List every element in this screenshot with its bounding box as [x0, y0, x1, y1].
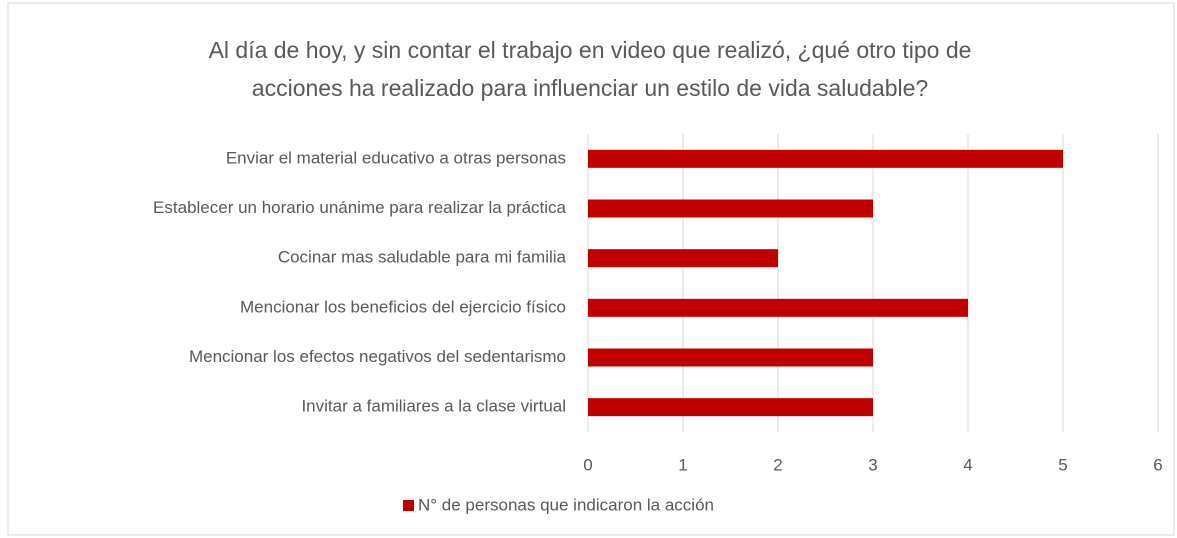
bar — [588, 149, 1063, 168]
legend-label: N° de personas que indicaron la acción — [418, 495, 714, 514]
bar — [588, 398, 873, 417]
x-tick-label: 3 — [868, 455, 877, 474]
y-tick-label: Mencionar los beneficios del ejercicio f… — [240, 297, 566, 316]
x-tick-label: 1 — [678, 455, 687, 474]
x-tick-label: 4 — [963, 455, 972, 474]
bar — [588, 298, 968, 317]
y-tick-label: Enviar el material educativo a otras per… — [226, 148, 566, 167]
x-tick-label: 6 — [1153, 455, 1162, 474]
y-tick-label: Cocinar mas saludable para mi familia — [278, 248, 567, 267]
chart-title: acciones ha realizado para influenciar u… — [252, 75, 928, 101]
x-tick-label: 5 — [1058, 455, 1067, 474]
x-tick-label: 2 — [773, 455, 782, 474]
bar — [588, 348, 873, 367]
bar — [588, 249, 778, 268]
y-tick-label: Mencionar los efectos negativos del sede… — [189, 347, 566, 366]
x-tick-label: 0 — [583, 455, 592, 474]
y-tick-label: Establecer un horario unánime para reali… — [153, 198, 566, 217]
legend-swatch — [403, 500, 414, 511]
y-tick-label: Invitar a familiares a la clase virtual — [301, 397, 566, 416]
chart-border — [7, 2, 1175, 536]
bar — [588, 199, 873, 218]
chart-title: Al día de hoy, y sin contar el trabajo e… — [209, 37, 972, 63]
